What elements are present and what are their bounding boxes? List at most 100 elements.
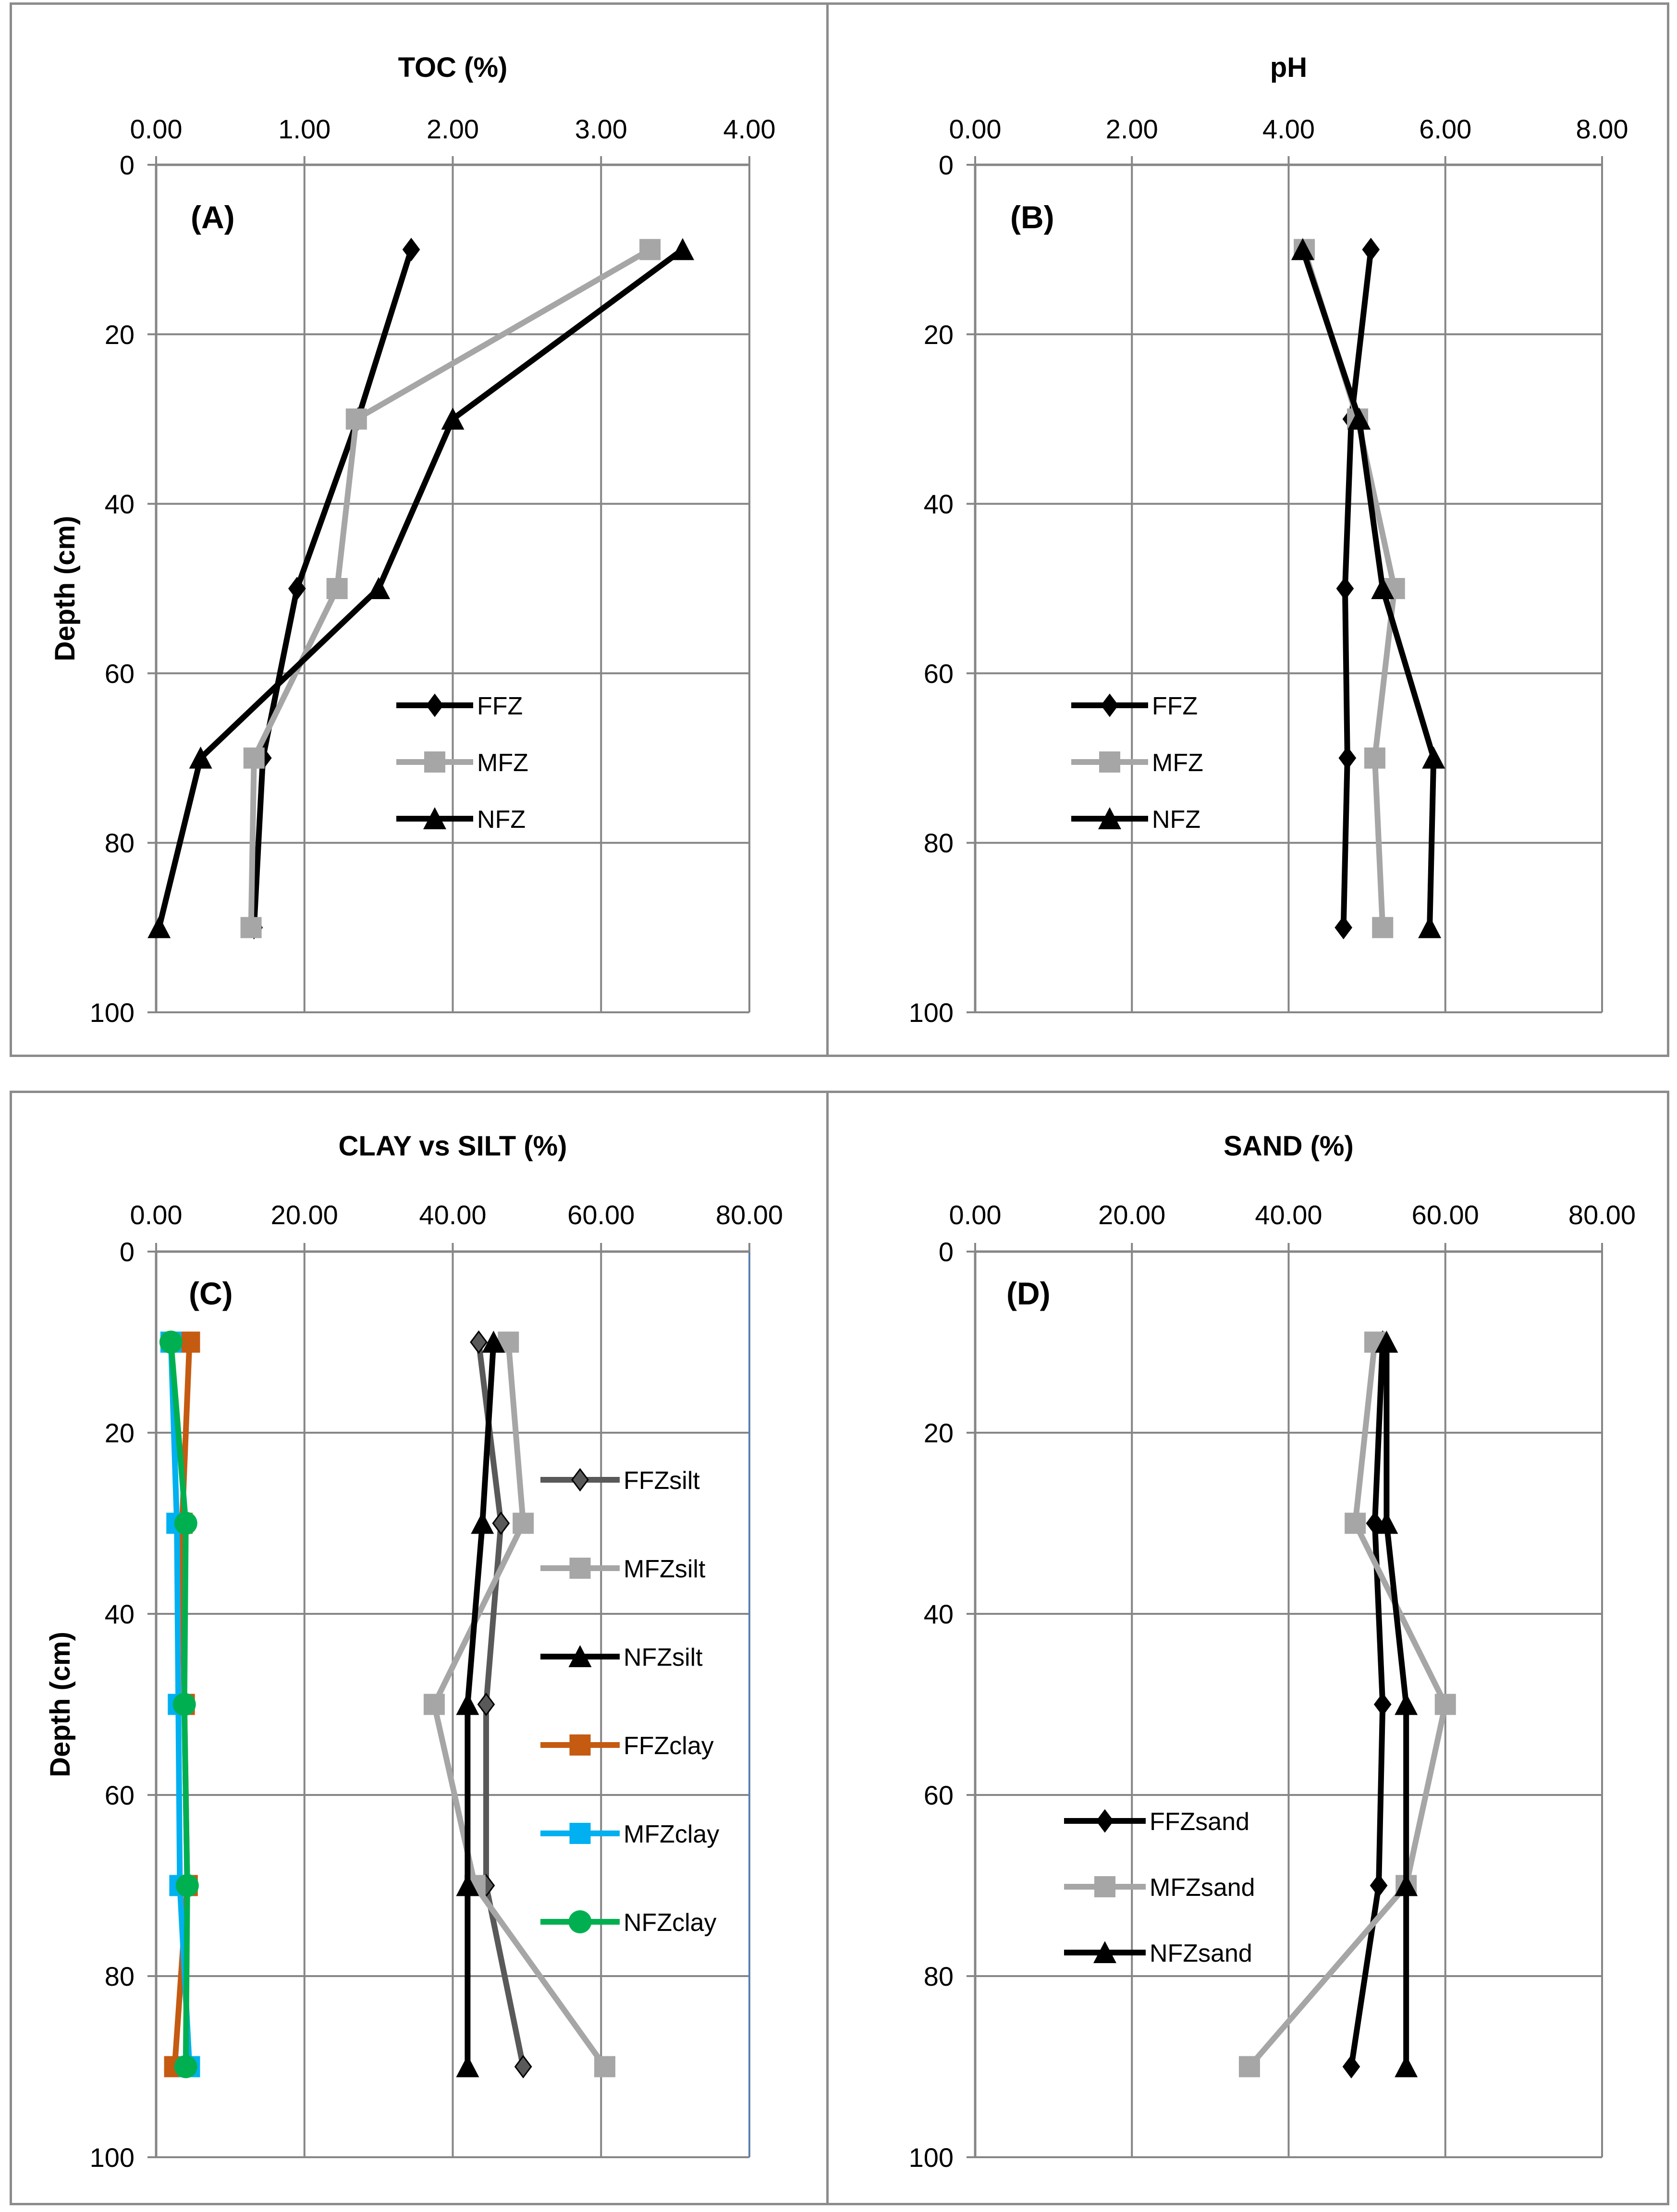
chart-d-legend: FFZsand MFZsand NFZsand xyxy=(1064,1808,1255,1967)
series-nfzclay-point xyxy=(174,1512,197,1535)
series-mfz-point xyxy=(1364,747,1385,769)
series-nfz xyxy=(1291,238,1445,938)
series-mfzsilt xyxy=(423,1331,615,2077)
series-nfzsilt-point xyxy=(456,2055,479,2077)
series-mfz-point xyxy=(639,239,661,260)
legend-mfz-marker xyxy=(424,751,445,773)
legend-nfzsand-marker xyxy=(1093,1941,1116,1963)
chart-d-y-tick-label: 80 xyxy=(924,1961,954,1991)
series-mfz-line xyxy=(248,247,652,928)
series-ffzsilt xyxy=(470,1330,532,2078)
chart-b-y-tick-label: 0 xyxy=(939,150,954,180)
series-nfz-point xyxy=(367,577,391,599)
chart-d-x-tick-label: 40.00 xyxy=(1255,1200,1322,1230)
chart-b-x-tick-label: 8.00 xyxy=(1576,114,1628,144)
series-nfzsand xyxy=(1375,1330,1418,2077)
series-mfz-point xyxy=(240,917,262,938)
legend-ffzsilt-label: FFZsilt xyxy=(624,1467,700,1495)
legend-ffz-label: FFZ xyxy=(477,692,523,720)
chart-b-y-tick-label: 100 xyxy=(909,997,954,1028)
chart-b-svg: pH 0.00 2.00 4.00 6.00 8.00 0 20 40 60 80 100 (B) FFZ… xyxy=(909,52,1628,1028)
chart-d-y-tick-label: 40 xyxy=(924,1599,954,1629)
chart-c-svg: CLAY vs SILT (%) 0.00 20.00 40.00 60.00 80.00… xyxy=(45,1131,783,2173)
chart-c-y-tick-label: 100 xyxy=(90,2142,135,2173)
chart-b-x-tick-label: 2.00 xyxy=(1106,114,1158,144)
legend-nfzclay-label: NFZclay xyxy=(624,1909,717,1937)
series-nfzsilt-point xyxy=(471,1512,494,1534)
legend-ffz-label: FFZ xyxy=(1152,692,1198,720)
series-nfzclay-point xyxy=(159,1330,183,1354)
series-ffz-point xyxy=(402,237,420,261)
chart-d-panel-label: (D) xyxy=(1006,1276,1051,1311)
chart-b-y-tick-label: 60 xyxy=(924,658,954,688)
series-nfz-point xyxy=(1422,746,1445,769)
chart-b-title: pH xyxy=(1270,52,1307,83)
series-mfzsand-point xyxy=(1238,2056,1260,2077)
chart-a-svg: TOC (%) 0.00 1.00 2.00 3.00 4.00 0 20 40 60 80 100 D… xyxy=(49,52,776,1028)
series-nfzsilt-point xyxy=(456,1693,479,1715)
series-ffzsand-point xyxy=(1342,2055,1360,2078)
series-nfzsand-point xyxy=(1375,1330,1398,1353)
legend-mfzclay-label: MFZclay xyxy=(624,1820,719,1848)
legend-nfzsilt-marker xyxy=(568,1645,592,1667)
chart-a-y-axis-label: Depth (cm) xyxy=(49,516,81,662)
chart-b-panel-label: (B) xyxy=(1010,199,1054,235)
series-nfz-point xyxy=(1291,238,1314,260)
chart-a-x-tick-label: 3.00 xyxy=(575,114,627,144)
series-nfzsand-point xyxy=(1395,2055,1418,2077)
chart-c-y-axis-label: Depth (cm) xyxy=(45,1632,76,1777)
chart-d-y-tick-label: 20 xyxy=(924,1418,954,1448)
legend-nfzsand-label: NFZsand xyxy=(1150,1940,1252,1967)
legend-ffzsand-marker xyxy=(1096,1809,1114,1833)
series-ffzsilt-point xyxy=(470,1330,488,1354)
series-nfzsilt xyxy=(456,1330,505,2077)
legend-mfzsand-marker xyxy=(1094,1876,1115,1897)
series-ffzsilt-point xyxy=(492,1512,510,1535)
chart-a-legend: FFZ MFZ NFZ xyxy=(396,692,528,834)
series-ffz-point xyxy=(288,577,306,601)
legend-mfz-label: MFZ xyxy=(477,749,528,777)
chart-d-x-tick-label: 0.00 xyxy=(949,1200,1002,1230)
chart-c-y-tick-label: 60 xyxy=(105,1780,135,1810)
series-ffzsand xyxy=(1342,1330,1392,2078)
chart-c-y-tick-label: 0 xyxy=(120,1237,135,1267)
legend-mfzsand-label: MFZsand xyxy=(1150,1874,1255,1902)
series-mfz xyxy=(240,239,661,938)
chart-c-legend: FFZsilt MFZsilt NFZsilt FFZclay MFZclay NFZcl… xyxy=(540,1467,719,1937)
series-ffzsilt-point xyxy=(477,1693,495,1716)
series-nfz-point xyxy=(1347,407,1371,430)
series-nfz-point xyxy=(189,746,212,769)
series-mfzsand-point xyxy=(1434,1694,1456,1715)
legend-nfz-marker xyxy=(423,807,446,829)
chart-d-y-tick-label: 60 xyxy=(924,1780,954,1810)
chart-b-legend: FFZ MFZ NFZ xyxy=(1071,692,1203,834)
chart-c-x-tick-label: 60.00 xyxy=(567,1200,635,1230)
series-mfzsand-line xyxy=(1247,1341,1448,2069)
series-mfz-point xyxy=(326,578,348,599)
chart-b-x-tick-label: 6.00 xyxy=(1419,114,1471,144)
series-ffz-point xyxy=(1334,916,1353,940)
series-mfzsilt-point xyxy=(423,1694,445,1715)
chart-d-y-tick-label: 100 xyxy=(909,2142,954,2173)
chart-a-y-tick-label: 80 xyxy=(105,828,135,858)
legend-nfz-label: NFZ xyxy=(1152,806,1200,834)
chart-a-y-tick-label: 60 xyxy=(105,658,135,688)
series-nfzclay-point xyxy=(172,1693,196,1716)
series-nfz-point xyxy=(1371,577,1395,599)
chart-d-x-tick-label: 80.00 xyxy=(1568,1200,1636,1230)
series-nfz xyxy=(147,238,695,938)
series-nfz-point xyxy=(441,407,465,430)
series-ffzsilt-point xyxy=(514,2055,532,2078)
legend-nfzsilt-label: NFZsilt xyxy=(624,1644,703,1671)
series-nfzsand-point xyxy=(1375,1512,1398,1534)
series-mfz-point xyxy=(345,408,367,430)
series-ffzsand-point xyxy=(1370,1874,1388,1897)
chart-c-x-tick-label: 20.00 xyxy=(271,1200,338,1230)
series-mfzsand-point xyxy=(1345,1512,1366,1534)
chart-c-y-tick-label: 40 xyxy=(105,1599,135,1629)
chart-a-y-tick-label: 40 xyxy=(105,489,135,519)
legend-mfzclay-marker xyxy=(569,1823,591,1844)
series-ffz xyxy=(1334,237,1380,940)
chart-a-title: TOC (%) xyxy=(398,52,508,83)
series-ffz-point xyxy=(1362,237,1380,261)
